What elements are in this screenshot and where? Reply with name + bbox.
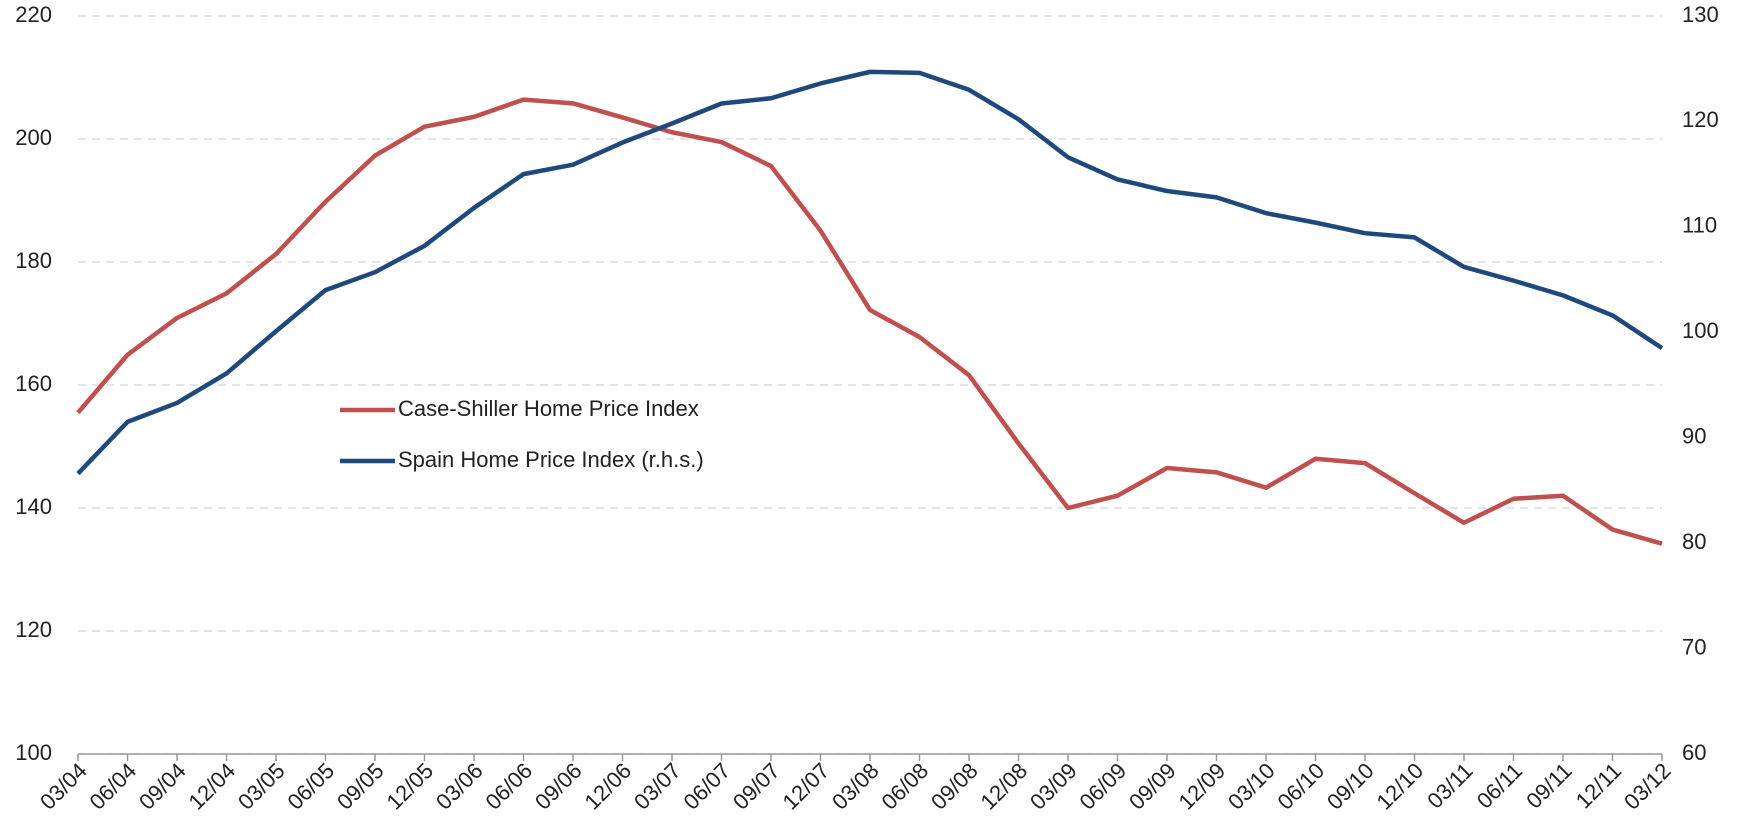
x-tick-label: 12/10 (1372, 758, 1429, 815)
x-tick-label: 06/09 (1075, 758, 1132, 815)
x-tick-label: 12/05 (382, 758, 439, 815)
x-tick-label: 12/07 (778, 758, 835, 815)
x-tick-label: 09/07 (728, 758, 785, 815)
y-tick-label: 160 (15, 371, 52, 396)
y-tick-label: 120 (15, 617, 52, 642)
series-line (76, 69, 1664, 476)
y-tick-label: 140 (15, 494, 52, 519)
x-tick-label: 12/09 (1174, 758, 1231, 815)
x-tick-label: 09/06 (530, 758, 587, 815)
series-line (76, 97, 1663, 546)
x-tick-label: 09/11 (1521, 758, 1576, 813)
legend-label: Spain Home Price Index (r.h.s.) (398, 447, 704, 472)
x-tick-label: 06/08 (877, 758, 934, 815)
x-tick-label: 12/04 (184, 758, 241, 815)
x-tick-label: 06/11 (1472, 758, 1527, 813)
x-tick-label: 06/04 (85, 758, 142, 815)
y2-tick-label: 100 (1682, 318, 1719, 343)
x-tick-label: 03/06 (431, 758, 488, 815)
y2-tick-label: 60 (1682, 740, 1706, 765)
x-tick-label: 09/04 (134, 758, 191, 815)
y-tick-label: 100 (15, 740, 52, 765)
x-tick-label: 12/08 (976, 758, 1033, 815)
x-tick-label: 09/10 (1322, 758, 1379, 815)
x-tick-label: 09/08 (926, 758, 983, 815)
x-tick-label: 03/11 (1422, 758, 1477, 813)
x-tick-label: 06/05 (283, 758, 340, 815)
y-tick-label: 180 (15, 248, 52, 273)
x-tick-label: 03/12 (1619, 758, 1676, 815)
x-tick-label: 06/06 (481, 758, 538, 815)
x-tick-label: 03/07 (629, 758, 686, 815)
y2-tick-label: 130 (1682, 2, 1719, 27)
y2-tick-label: 80 (1682, 529, 1706, 554)
y-tick-label: 200 (15, 125, 52, 150)
y2-tick-label: 110 (1682, 213, 1717, 238)
x-tick-label: 12/11 (1571, 758, 1626, 813)
x-tick-label: 09/09 (1124, 758, 1181, 815)
x-tick-label: 03/09 (1025, 758, 1082, 815)
y2-tick-label: 70 (1682, 634, 1706, 659)
x-tick-label: 03/05 (233, 758, 290, 815)
y2-tick-label: 120 (1682, 107, 1719, 132)
x-tick-label: 03/08 (827, 758, 884, 815)
y-tick-label: 220 (15, 2, 52, 27)
x-tick-label: 06/10 (1273, 758, 1330, 815)
x-tick-label: 09/05 (332, 758, 389, 815)
x-tick-label: 12/06 (580, 758, 637, 815)
legend-label: Case-Shiller Home Price Index (398, 396, 699, 421)
x-tick-label: 03/04 (35, 758, 92, 815)
x-tick-label: 03/10 (1223, 758, 1280, 815)
y2-tick-label: 90 (1682, 424, 1706, 449)
x-tick-label: 06/07 (679, 758, 736, 815)
